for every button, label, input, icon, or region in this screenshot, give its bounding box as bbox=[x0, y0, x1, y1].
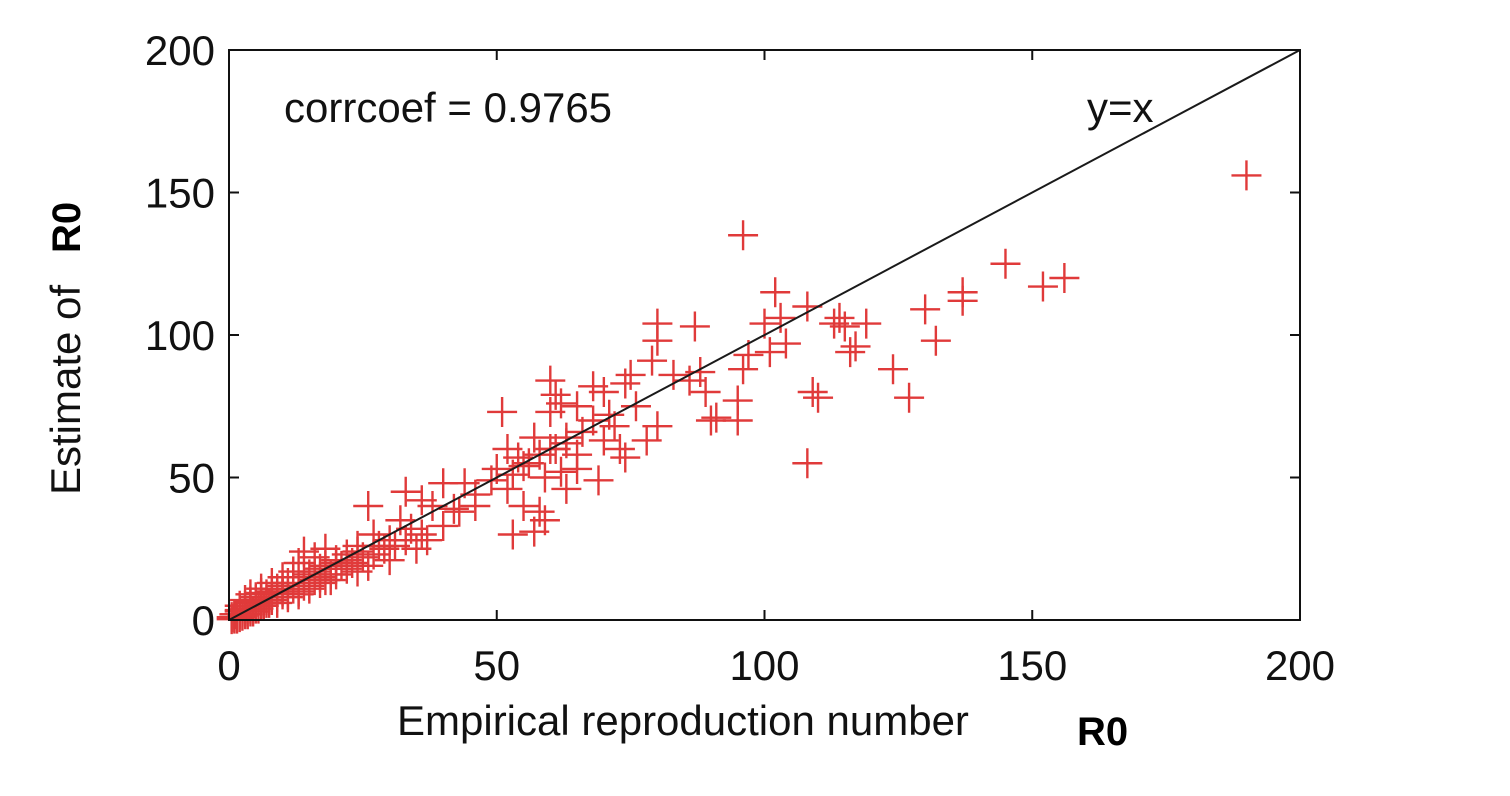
data-points bbox=[216, 160, 1262, 635]
x-tick-label: 200 bbox=[1265, 642, 1335, 689]
data-point bbox=[369, 533, 400, 564]
x-axis-label: Empirical reproduction number bbox=[397, 697, 969, 744]
data-point bbox=[829, 311, 860, 342]
y-axis-label-group: Estimate of R0 bbox=[42, 202, 89, 495]
data-point bbox=[546, 456, 577, 487]
data-point bbox=[695, 405, 726, 436]
data-point bbox=[637, 345, 668, 376]
data-point bbox=[1049, 263, 1080, 293]
data-point bbox=[610, 442, 641, 473]
data-point bbox=[765, 302, 796, 333]
data-point bbox=[1231, 160, 1262, 191]
data-point bbox=[947, 285, 978, 316]
data-point bbox=[690, 377, 721, 407]
data-point bbox=[540, 379, 571, 410]
data-point bbox=[840, 331, 871, 362]
y-axis-label: Estimate of bbox=[42, 285, 89, 495]
identity-line bbox=[228, 49, 1301, 621]
data-point bbox=[658, 359, 689, 390]
data-point bbox=[722, 405, 753, 436]
y-axis-symbol: R0 bbox=[45, 202, 89, 253]
data-point bbox=[583, 465, 614, 496]
y-tick-label: 100 bbox=[145, 312, 215, 359]
data-point bbox=[288, 536, 319, 567]
data-point bbox=[390, 476, 421, 507]
data-point bbox=[540, 434, 571, 464]
data-point bbox=[920, 325, 951, 356]
axis-ticks bbox=[228, 49, 1301, 621]
data-point bbox=[401, 533, 432, 564]
x-tick-label: 0 bbox=[217, 642, 240, 689]
data-point bbox=[770, 328, 801, 359]
data-point bbox=[990, 248, 1021, 279]
data-point bbox=[615, 359, 646, 390]
data-point bbox=[353, 491, 384, 521]
data-point bbox=[894, 382, 925, 413]
data-point bbox=[1027, 271, 1058, 302]
x-tick-label: 150 bbox=[997, 642, 1067, 689]
data-point bbox=[551, 473, 582, 504]
data-point bbox=[631, 425, 662, 456]
data-point bbox=[824, 302, 855, 333]
data-point bbox=[240, 582, 271, 613]
data-point bbox=[835, 337, 866, 368]
data-point bbox=[374, 545, 405, 576]
data-point bbox=[487, 396, 518, 427]
y-tick-label: 0 bbox=[192, 597, 215, 644]
data-point bbox=[604, 434, 635, 464]
data-point bbox=[315, 565, 346, 596]
data-point bbox=[733, 339, 764, 370]
data-point bbox=[797, 377, 828, 407]
data-point bbox=[353, 550, 384, 581]
data-point bbox=[513, 448, 544, 479]
data-point bbox=[524, 496, 555, 527]
data-point bbox=[588, 377, 619, 407]
x-axis-symbol: R0 bbox=[1077, 710, 1128, 754]
y-tick-label: 150 bbox=[145, 170, 215, 217]
data-point bbox=[642, 325, 673, 356]
data-point bbox=[588, 425, 619, 456]
data-point bbox=[492, 473, 523, 504]
data-point bbox=[444, 496, 475, 527]
data-point bbox=[562, 453, 593, 484]
data-point bbox=[519, 422, 550, 453]
data-point bbox=[428, 510, 459, 541]
data-point bbox=[728, 354, 759, 385]
y-tick-label: 200 bbox=[145, 27, 215, 74]
data-point bbox=[508, 491, 539, 521]
x-tick-label: 50 bbox=[473, 642, 520, 689]
data-point bbox=[438, 493, 469, 524]
data-point bbox=[529, 462, 560, 493]
data-point bbox=[851, 308, 882, 339]
data-point bbox=[519, 516, 550, 547]
data-point bbox=[492, 434, 523, 464]
data-point bbox=[910, 294, 941, 325]
data-point bbox=[535, 396, 566, 427]
data-point bbox=[792, 448, 823, 479]
data-point bbox=[497, 519, 528, 550]
data-point bbox=[728, 220, 759, 251]
data-point bbox=[701, 402, 732, 433]
data-point bbox=[760, 277, 791, 308]
data-point bbox=[535, 365, 566, 396]
y-tick-labels: 0 50 100 150 200 bbox=[145, 27, 215, 644]
x-tick-label: 100 bbox=[729, 642, 799, 689]
data-point bbox=[481, 453, 512, 484]
data-point bbox=[620, 391, 651, 422]
data-point bbox=[594, 399, 625, 430]
corrcoef-annotation: corrcoef = 0.9765 bbox=[284, 84, 612, 131]
x-tick-labels: 0 50 100 150 200 bbox=[217, 642, 1335, 689]
data-point bbox=[406, 519, 437, 550]
data-point bbox=[803, 382, 834, 413]
data-point bbox=[610, 368, 641, 399]
data-point bbox=[878, 354, 909, 385]
data-point bbox=[562, 391, 593, 422]
data-point bbox=[749, 308, 780, 339]
data-point bbox=[754, 337, 785, 368]
data-point bbox=[679, 311, 710, 342]
y-tick-label: 50 bbox=[168, 455, 215, 502]
identity-line-label: y=x bbox=[1087, 84, 1154, 131]
